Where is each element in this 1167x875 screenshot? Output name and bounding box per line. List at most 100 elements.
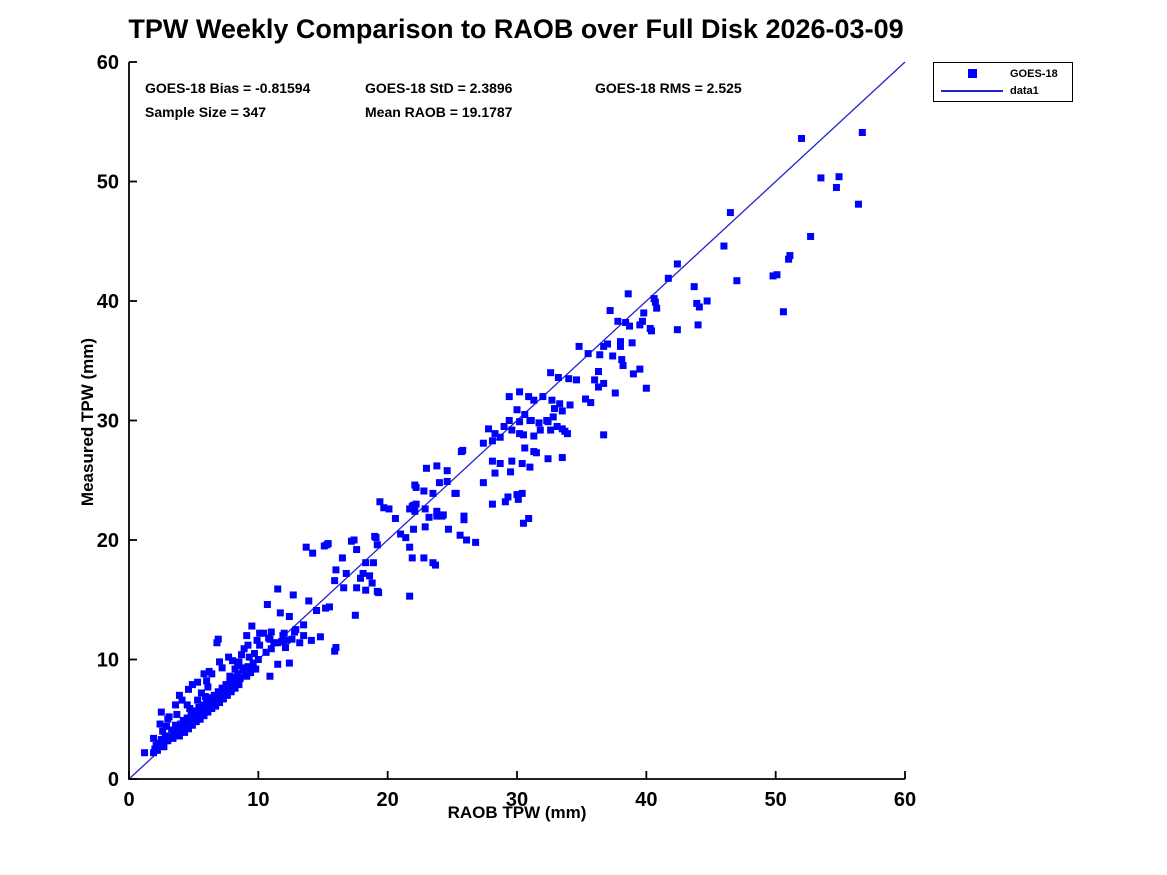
scatter-point [212,702,220,710]
scatter-point [504,493,512,501]
scatter-point [726,209,734,217]
scatter-point [219,695,227,703]
scatter-point [351,611,359,619]
scatter-point [200,670,208,678]
scatter-point [785,255,793,263]
scatter-point [460,512,468,520]
legend-label: GOES-18 [1010,67,1058,80]
scatter-point [397,530,405,538]
scatter-point [191,707,199,715]
scatter-point [429,489,437,497]
scatter-point [150,734,158,742]
scatter-point [266,672,274,680]
scatter-point [230,673,238,681]
scatter-point [832,183,840,191]
scatter-point [168,726,176,734]
legend-item-data1: data1 [934,83,1072,98]
scatter-point [236,675,244,683]
scatter-point [547,369,555,377]
scatter-point [214,688,222,696]
scatter-point [369,559,377,567]
scatter-point [786,252,794,260]
scatter-point [362,586,370,594]
scatter-point [302,543,310,551]
scatter-point [575,342,583,350]
scatter-point [425,513,433,521]
x-tick-label: 50 [765,789,787,811]
scatter-point [223,691,231,699]
scatter-point [491,469,499,477]
scatter-point [653,304,661,312]
scatter-point [225,653,233,661]
scatter-point [433,512,441,520]
scatter-point [235,658,243,666]
scatter-point [526,463,534,471]
scatter-point [496,433,504,441]
scatter-point [508,426,516,434]
scatter-point [194,696,202,704]
scatter-point [544,455,552,463]
scatter-point [218,684,226,692]
scatter-point [854,200,862,208]
scatter-point [195,703,203,711]
scatter-point [175,691,183,699]
scatter-point [366,572,374,580]
scatter-point [157,708,165,716]
scatter-point [551,405,559,413]
scatter-point [289,591,297,599]
scatter-point [642,384,650,392]
scatter-point [359,569,367,577]
scatter-point [435,479,443,487]
scatter-point [720,242,728,250]
scatter-point [240,645,248,653]
scatter-point [500,422,508,430]
scatter-point [187,710,195,718]
scatter-point [616,338,624,346]
scatter-point [606,307,614,315]
scatter-point [548,396,556,404]
scatter-point [539,393,547,401]
scatter-point [422,464,430,472]
scatter-point [690,283,698,291]
scatter-point [648,327,656,335]
scatter-point [368,579,376,587]
scatter-point [151,745,159,753]
scatter-point [693,299,701,307]
scatter-point [274,660,282,668]
scatter-point [183,714,191,722]
y-tick-label: 60 [97,52,119,74]
scatter-point [376,498,384,506]
scatter-point [463,536,471,544]
scatter-point [172,701,180,709]
scatter-point [604,340,612,348]
scatter-point [636,365,644,373]
scatter-point [519,431,527,439]
scatter-point [408,554,416,562]
scatter-point [619,362,627,370]
scatter-point [253,636,261,644]
scatter-point [332,644,340,652]
scatter-point [270,639,278,647]
scatter-point [226,677,234,685]
scatter-point [316,633,324,641]
scatter-point [640,309,648,317]
scatter-point [324,540,332,548]
scatter-point [459,446,467,454]
scatter-point [527,417,535,424]
scatter-point [160,743,168,751]
scatter-point [628,339,636,347]
scatter-point [320,542,328,550]
scatter-point [152,742,160,750]
scatter-point [513,491,521,499]
scatter-point [169,734,177,742]
scatter-point [175,732,183,740]
scatter-point [325,603,333,611]
scatter-point [249,665,257,673]
scatter-point [174,725,182,733]
x-tick-label: 20 [377,789,399,811]
scatter-point [197,689,205,697]
scatter-point [385,505,393,513]
scatter-point [536,426,544,434]
scatter-point [254,656,262,663]
